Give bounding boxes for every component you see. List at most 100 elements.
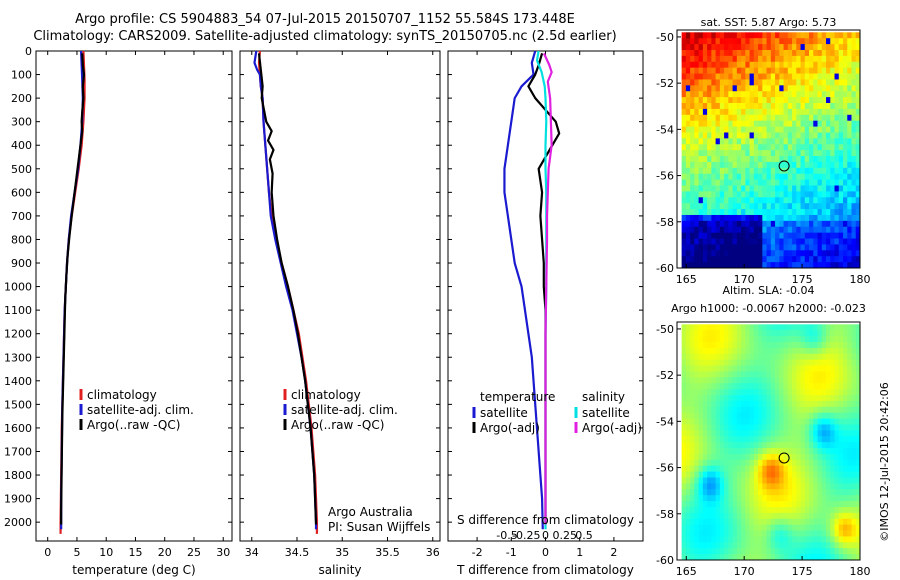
heatmap-cell <box>711 197 717 204</box>
heatmap-cell <box>749 238 755 245</box>
heatmap-cell <box>728 97 733 104</box>
heatmap-cell <box>804 103 810 110</box>
heatmap-cell <box>830 377 835 384</box>
heatmap-cell <box>702 132 708 139</box>
y-tick-label: 1700 <box>4 445 32 458</box>
heatmap-cell <box>796 250 801 257</box>
heatmap-cell <box>855 232 861 239</box>
heatmap-cell <box>766 324 772 331</box>
heatmap-cell <box>770 324 776 331</box>
heatmap-cell <box>851 347 857 355</box>
heatmap-cell <box>809 214 814 222</box>
heatmap-cell <box>826 501 831 508</box>
heatmap-cell <box>719 214 725 222</box>
heatmap-cell <box>783 377 789 384</box>
heatmap-cell <box>707 471 712 478</box>
heatmap-cell <box>766 256 772 263</box>
heatmap-cell <box>715 91 721 98</box>
heatmap-cell <box>821 512 827 520</box>
heatmap-cell <box>821 44 827 51</box>
heatmap-cell <box>690 238 695 245</box>
heatmap-cell <box>728 359 733 366</box>
heatmap-cell <box>724 518 729 526</box>
heatmap-cell <box>826 144 831 151</box>
heatmap-cell <box>766 262 772 269</box>
heatmap-cell <box>838 518 844 526</box>
heatmap-cell <box>698 353 704 361</box>
heatmap-cell <box>728 85 733 92</box>
heatmap-cell <box>698 430 704 437</box>
heatmap-cell <box>702 156 708 163</box>
heatmap-cell <box>796 44 801 51</box>
heatmap-cell <box>698 336 704 343</box>
heatmap-cell <box>698 55 704 63</box>
heatmap-cell <box>719 377 725 384</box>
heatmap-cell <box>783 465 789 473</box>
heatmap-cell <box>724 324 729 331</box>
heatmap-cell <box>851 554 857 561</box>
heatmap-cell <box>736 424 742 431</box>
heatmap-cell <box>745 542 750 549</box>
heatmap-cell <box>711 347 717 355</box>
heatmap-cell <box>847 250 852 257</box>
heatmap-cell <box>681 138 687 145</box>
heatmap-cell <box>745 536 750 543</box>
heatmap-cell <box>681 197 687 204</box>
heatmap-cell <box>724 185 729 192</box>
heatmap-cell <box>719 55 725 63</box>
heatmap-cell <box>753 512 759 520</box>
heatmap-cell <box>745 32 750 39</box>
heatmap-cell <box>707 524 712 531</box>
heatmap-cell <box>809 389 814 396</box>
heatmap-cell <box>796 32 801 39</box>
heatmap-cell <box>698 359 704 366</box>
heatmap-cell <box>694 512 700 520</box>
heatmap-cell <box>690 38 695 45</box>
heatmap-cell <box>766 209 772 216</box>
heatmap-cell <box>847 483 852 490</box>
heatmap-cell <box>715 406 721 414</box>
heatmap-cell <box>736 156 742 163</box>
heatmap-cell <box>681 524 687 531</box>
heatmap-cell <box>736 489 742 496</box>
heatmap-cell <box>804 203 810 210</box>
heatmap-cell <box>702 412 708 419</box>
heatmap-cell <box>758 442 763 449</box>
heatmap-cell <box>694 85 700 92</box>
heatmap-cell <box>813 55 818 63</box>
heatmap-cell <box>758 512 763 520</box>
heatmap-cell <box>732 542 738 549</box>
heatmap-cell <box>741 536 746 543</box>
heatmap-cell <box>690 191 695 198</box>
heatmap-cell <box>728 49 733 57</box>
heatmap-cell <box>707 97 712 104</box>
heatmap-cell <box>736 442 742 449</box>
heatmap-cell <box>715 55 721 63</box>
heatmap-cell <box>681 336 687 343</box>
heatmap-cell <box>800 203 806 210</box>
heatmap-cell <box>770 185 776 192</box>
heatmap-cell <box>800 495 806 502</box>
heatmap-cell <box>758 453 763 461</box>
heatmap-cell <box>792 120 797 127</box>
heatmap-cell <box>787 114 793 122</box>
heatmap-cell <box>783 256 789 263</box>
heatmap-cell <box>851 150 857 157</box>
heatmap-cell <box>809 226 814 234</box>
heatmap-cell <box>800 406 806 414</box>
heatmap-cell <box>770 214 776 222</box>
heatmap-cell <box>702 79 708 86</box>
heatmap-cell <box>724 167 729 175</box>
heatmap-cell <box>766 489 772 496</box>
heatmap-cell <box>719 330 725 337</box>
heatmap-cell <box>809 518 814 526</box>
heatmap-cell <box>681 185 687 192</box>
heatmap-cell <box>838 548 844 555</box>
heatmap-cell <box>711 495 717 502</box>
heatmap-cell <box>813 203 818 210</box>
heatmap-cell <box>694 536 700 543</box>
heatmap-cell <box>783 554 789 561</box>
heatmap-cell <box>838 38 844 45</box>
heatmap-cell <box>779 483 784 490</box>
heatmap-cell <box>690 336 695 343</box>
